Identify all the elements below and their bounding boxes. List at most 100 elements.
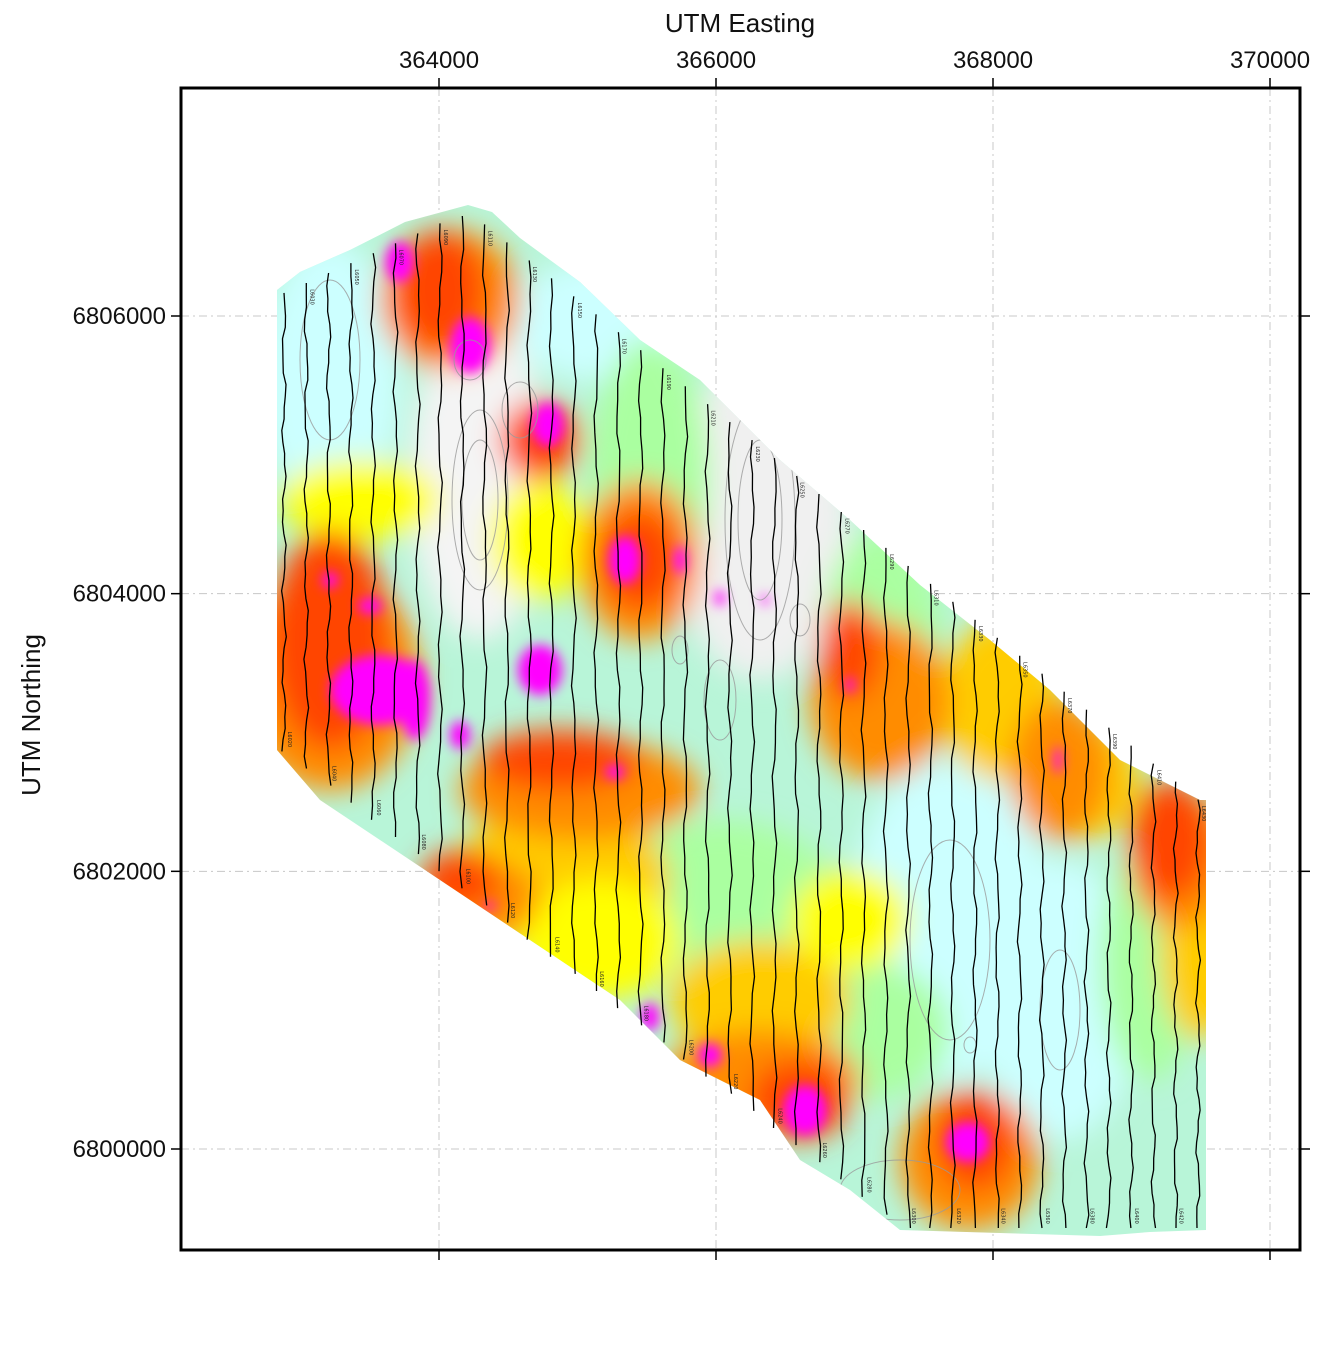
flight-line bbox=[325, 272, 332, 786]
flight-line-label: L6180 bbox=[643, 1006, 649, 1022]
flight-line-label: L6330 bbox=[977, 626, 983, 642]
map-frame bbox=[179, 86, 1302, 1252]
flight-line bbox=[481, 224, 488, 906]
flight-line-label: L6410 bbox=[1155, 770, 1161, 786]
flight-line bbox=[749, 440, 756, 1111]
y-tick-label: 6804000 bbox=[73, 581, 166, 608]
flight-line-label: L6360 bbox=[1044, 1208, 1050, 1224]
flight-line bbox=[838, 511, 845, 1180]
flight-line bbox=[1038, 673, 1045, 1229]
y-axis: 6806000 6804000 6802000 6800000 bbox=[73, 303, 1310, 1163]
flight-line bbox=[660, 368, 666, 1043]
flight-line bbox=[1061, 691, 1068, 1229]
flight-line bbox=[972, 619, 978, 1229]
flight-line bbox=[1150, 763, 1157, 1229]
flight-line bbox=[771, 458, 778, 1129]
flight-line bbox=[437, 223, 443, 872]
flight-line-label: L6370 bbox=[1066, 698, 1072, 714]
flight-line bbox=[593, 314, 600, 992]
flight-line-label: L6260 bbox=[821, 1142, 827, 1158]
flight-line-label: L6270 bbox=[843, 518, 849, 534]
flight-line bbox=[1083, 709, 1090, 1229]
flight-line-label: L6290 bbox=[888, 554, 894, 570]
flight-line bbox=[726, 422, 733, 1094]
flight-line-label: L6280 bbox=[866, 1177, 872, 1193]
flight-line bbox=[927, 583, 934, 1229]
flight-line bbox=[370, 253, 377, 820]
flight-line bbox=[882, 547, 889, 1215]
flight-line bbox=[793, 475, 800, 1146]
flight-line-label: L6040 bbox=[331, 766, 337, 782]
flight-line-label: L6320 bbox=[955, 1208, 961, 1224]
flight-line bbox=[816, 493, 822, 1163]
flight-line-label: L6210 bbox=[710, 410, 716, 426]
flight-line bbox=[348, 263, 354, 803]
flight-line-labels: L6020 L6030 L6040 L6050 L6060 L6070 L6080 L6090… bbox=[286, 230, 1206, 1224]
flight-line-label: L6130 bbox=[531, 267, 537, 283]
flight-line-label: L6140 bbox=[554, 937, 560, 953]
flight-line-label: L6090 bbox=[442, 230, 448, 246]
flight-line-label: L6400 bbox=[1133, 1208, 1139, 1224]
y-axis-title: UTM Northing bbox=[16, 634, 46, 796]
x-axis: 364000 366000 368000 370000 bbox=[399, 47, 1310, 1260]
flight-line-label: L6070 bbox=[398, 250, 404, 266]
flight-line bbox=[637, 350, 644, 1026]
survey-color-grid bbox=[277, 205, 1206, 1236]
x-tick-label: 368000 bbox=[953, 47, 1033, 74]
flight-line bbox=[615, 332, 622, 1009]
flight-line bbox=[860, 529, 867, 1197]
y-tick-label: 6800000 bbox=[73, 1136, 166, 1163]
flight-line-label: L6120 bbox=[509, 903, 515, 919]
flight-line-label: L6020 bbox=[286, 732, 292, 748]
flight-line bbox=[905, 565, 912, 1229]
flight-line bbox=[570, 296, 577, 974]
flight-line-label: L6100 bbox=[464, 869, 470, 885]
flight-line bbox=[1172, 781, 1179, 1229]
flight-line bbox=[392, 243, 399, 838]
flight-line bbox=[704, 404, 711, 1077]
flight-line-label: L6250 bbox=[799, 482, 805, 498]
flight-line-label: L6060 bbox=[375, 800, 381, 816]
flight-line-label: L6380 bbox=[1089, 1208, 1095, 1224]
flight-line-label: L6420 bbox=[1178, 1208, 1184, 1224]
flight-line-label: L6110 bbox=[487, 231, 493, 247]
flight-line-label: L6300 bbox=[910, 1208, 916, 1224]
flight-line-label: L6240 bbox=[776, 1108, 782, 1124]
high-anomalies bbox=[322, 242, 1062, 1162]
flight-line bbox=[280, 292, 287, 752]
flight-line bbox=[1016, 655, 1023, 1229]
flight-line-label: L6340 bbox=[999, 1208, 1005, 1224]
flight-line-label: L6150 bbox=[576, 303, 582, 319]
x-tick-label: 370000 bbox=[1230, 47, 1310, 74]
flight-line-label: L6200 bbox=[687, 1040, 693, 1056]
flight-line-label: L6350 bbox=[1022, 662, 1028, 678]
flight-line-label: L6430 bbox=[1200, 806, 1206, 822]
flight-line bbox=[414, 233, 421, 855]
flight-line bbox=[548, 278, 555, 957]
flight-line bbox=[303, 283, 310, 769]
flight-line bbox=[1105, 727, 1112, 1229]
y-tick-label: 6806000 bbox=[73, 303, 166, 330]
x-tick-label: 366000 bbox=[676, 47, 756, 74]
flight-line bbox=[949, 601, 956, 1229]
flight-line-label: L6080 bbox=[420, 834, 426, 850]
x-axis-title: UTM Easting bbox=[665, 8, 815, 38]
flight-line bbox=[682, 386, 689, 1060]
flight-line-label: L6310 bbox=[933, 590, 939, 606]
flight-line-label: L6160 bbox=[598, 971, 604, 987]
flight-line-label: L6030 bbox=[308, 289, 314, 305]
flight-line bbox=[526, 260, 533, 940]
flight-line-label: L6390 bbox=[1111, 734, 1117, 750]
flight-line bbox=[1128, 745, 1134, 1229]
x-tick-label: 364000 bbox=[399, 47, 479, 74]
flight-line-label: L6050 bbox=[353, 269, 359, 285]
flight-line-label: L6170 bbox=[620, 338, 626, 354]
flight-line bbox=[994, 637, 1001, 1229]
flight-line-label: L6220 bbox=[732, 1074, 738, 1090]
y-tick-label: 6802000 bbox=[73, 858, 166, 885]
flight-line bbox=[1195, 799, 1202, 1229]
flight-line-label: L6230 bbox=[754, 446, 760, 462]
flight-line bbox=[504, 242, 510, 923]
flight-line-label: L6190 bbox=[665, 374, 671, 390]
